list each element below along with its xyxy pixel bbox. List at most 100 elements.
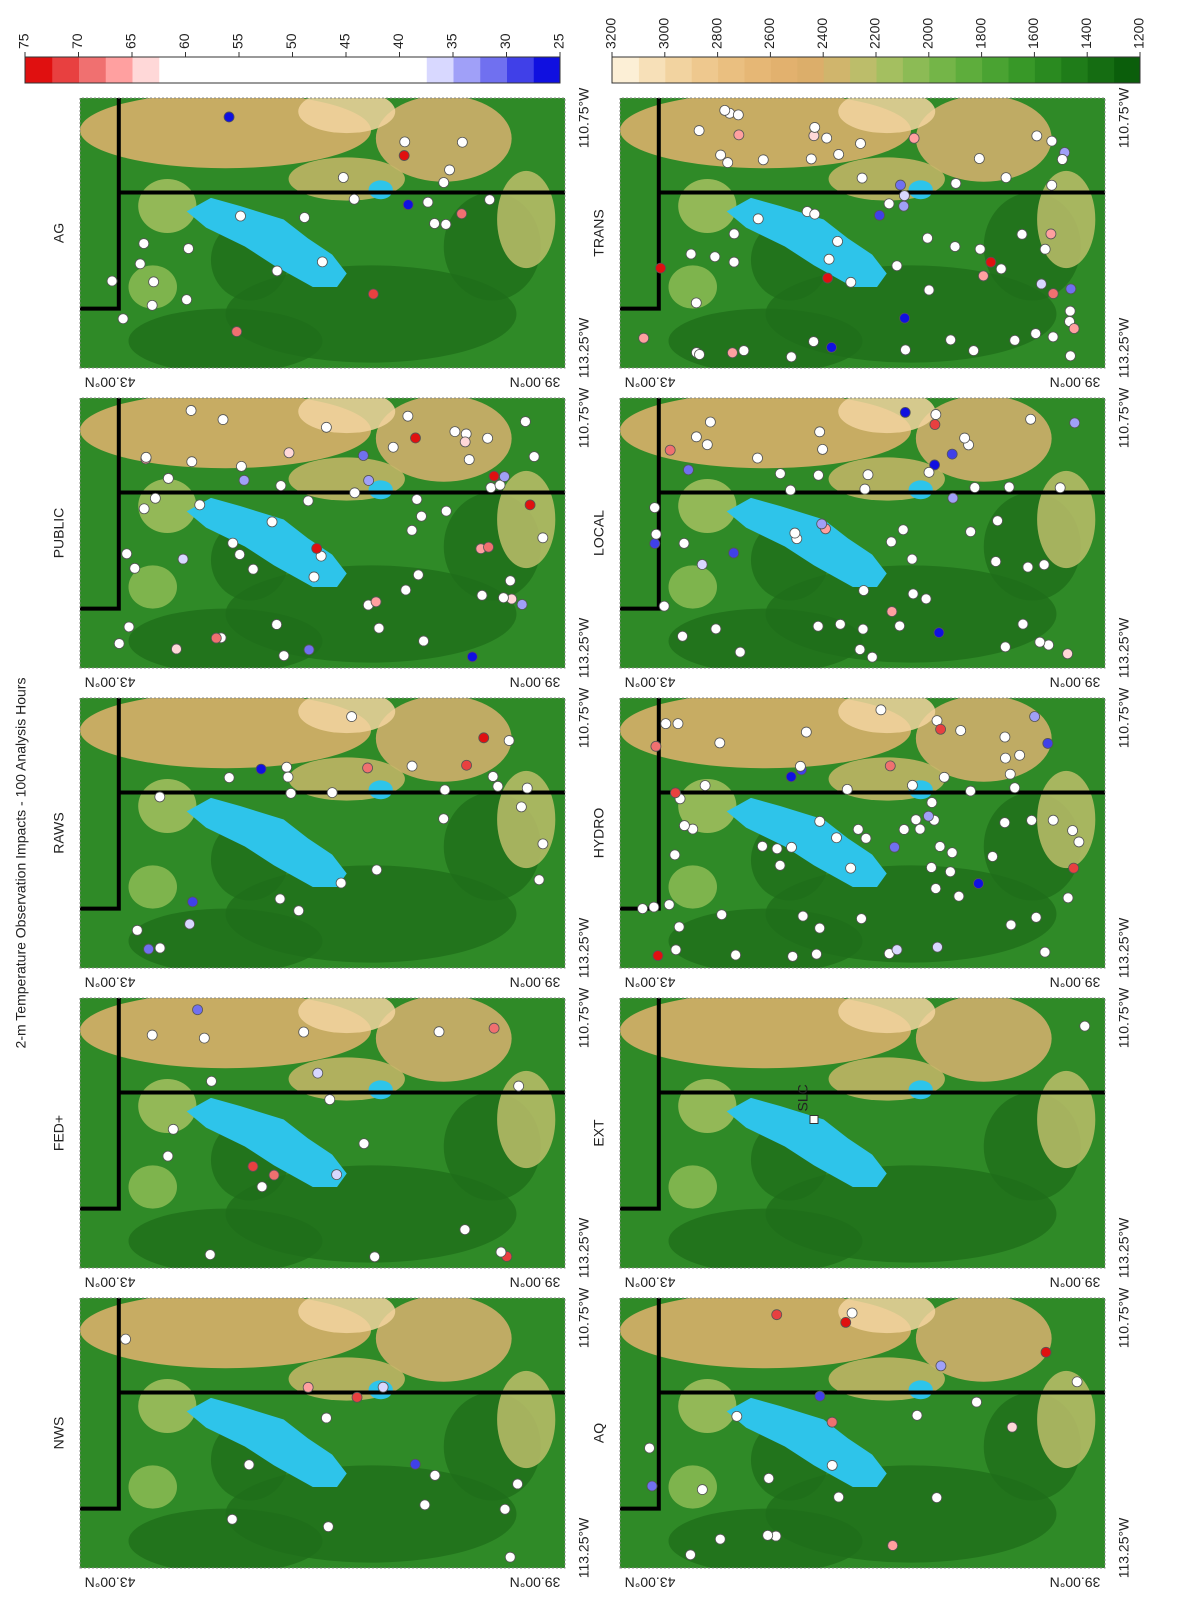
highland <box>497 1071 555 1168</box>
station-dot <box>817 519 827 529</box>
map <box>80 990 565 1274</box>
station-dot <box>484 542 494 552</box>
station-dot <box>909 133 919 143</box>
colorbar-tick-label: 65 <box>123 33 139 49</box>
station-dot <box>988 852 998 862</box>
station-dot <box>936 1361 946 1371</box>
station-dot <box>665 445 675 455</box>
station-dot <box>885 761 895 771</box>
station-dot <box>729 548 739 558</box>
station-dot <box>715 1534 725 1544</box>
colorbar-tick-label: 40 <box>390 33 406 49</box>
station-dot <box>1065 351 1075 361</box>
utah-lake <box>909 1380 933 1399</box>
station-dot <box>323 1522 333 1532</box>
station-dot <box>359 1139 369 1149</box>
station-dot <box>325 1095 335 1105</box>
station-dot <box>1000 753 1010 763</box>
station-dot <box>647 1481 657 1491</box>
station-dot <box>650 503 660 513</box>
station-dot <box>107 276 117 286</box>
station-dot <box>1063 649 1073 659</box>
colorbar-segment <box>1087 57 1114 83</box>
lowland <box>129 609 323 674</box>
station-dot <box>403 200 413 210</box>
station-dot <box>775 469 785 479</box>
station-dot <box>788 951 798 961</box>
station-dot <box>670 850 680 860</box>
highland <box>138 179 196 233</box>
highland <box>678 1379 736 1433</box>
station-dot <box>786 352 796 362</box>
station-dot <box>248 564 258 574</box>
station-dot <box>439 814 449 824</box>
station-dot <box>163 473 173 483</box>
station-dot <box>764 1473 774 1483</box>
lon-label: 110.75°W <box>1116 987 1132 1048</box>
station-dot <box>199 1033 209 1043</box>
station-dot <box>1040 244 1050 254</box>
lon-label: 110.75°W <box>576 687 592 748</box>
station-dot <box>118 314 128 324</box>
highland <box>138 1379 196 1433</box>
utah-lake <box>909 480 933 499</box>
station-dot <box>731 950 741 960</box>
station-dot <box>923 233 933 243</box>
station-dot <box>1018 619 1028 629</box>
highland <box>838 90 935 133</box>
station-dot <box>144 944 154 954</box>
colorbar-tick-label: 2800 <box>708 18 724 49</box>
highland <box>1037 471 1095 568</box>
colorbar-segment <box>480 57 507 83</box>
station-dot <box>858 624 868 634</box>
colorbar-tick-label: 1400 <box>1078 18 1094 49</box>
station-dot <box>723 158 733 168</box>
station-dot <box>939 772 949 782</box>
station-dot <box>895 621 905 631</box>
highland <box>129 1465 178 1508</box>
highland <box>298 90 395 133</box>
station-dot <box>135 259 145 269</box>
station-dot <box>312 543 322 553</box>
station-dot <box>827 342 837 352</box>
lat-label: 43.00°N <box>85 674 136 690</box>
figure-canvas: 2-m Temperature Observation Impacts - 10… <box>0 0 1196 1623</box>
station-dot <box>317 257 327 267</box>
colorbar-segment <box>132 57 159 83</box>
colorbar-segment <box>612 57 639 83</box>
station-dot <box>951 178 961 188</box>
panel-label: TRANS <box>591 209 607 256</box>
station-dot <box>1047 180 1057 190</box>
colorbar-tick-label: 2600 <box>761 18 777 49</box>
annotation-marker <box>810 1116 818 1124</box>
lon-label: 110.75°W <box>1116 1287 1132 1348</box>
station-dot <box>787 842 797 852</box>
station-dot <box>991 556 1001 566</box>
colorbar-segment <box>212 57 239 83</box>
station-dot <box>695 349 705 359</box>
station-dot <box>841 1317 851 1327</box>
lowland <box>669 1209 863 1274</box>
station-dot <box>538 533 548 543</box>
station-dot <box>887 607 897 617</box>
lon-label: 113.25°W <box>576 1217 592 1278</box>
station-dot <box>505 1552 515 1562</box>
station-dot <box>485 195 495 205</box>
map <box>620 990 1105 1274</box>
station-dot <box>321 422 331 432</box>
highland <box>678 1079 736 1133</box>
station-dot <box>772 844 782 854</box>
lat-label: 39.00°N <box>510 674 561 690</box>
station-dot <box>1046 229 1056 239</box>
station-dot <box>806 154 816 164</box>
station-dot <box>122 549 132 559</box>
station-dot <box>679 821 689 831</box>
station-dot <box>763 1530 773 1540</box>
station-dot <box>1065 306 1075 316</box>
station-dot <box>498 593 508 603</box>
station-dot <box>520 417 530 427</box>
station-dot <box>856 914 866 924</box>
lat-label: 43.00°N <box>625 374 676 390</box>
station-dot <box>1000 642 1010 652</box>
station-dot <box>833 236 843 246</box>
